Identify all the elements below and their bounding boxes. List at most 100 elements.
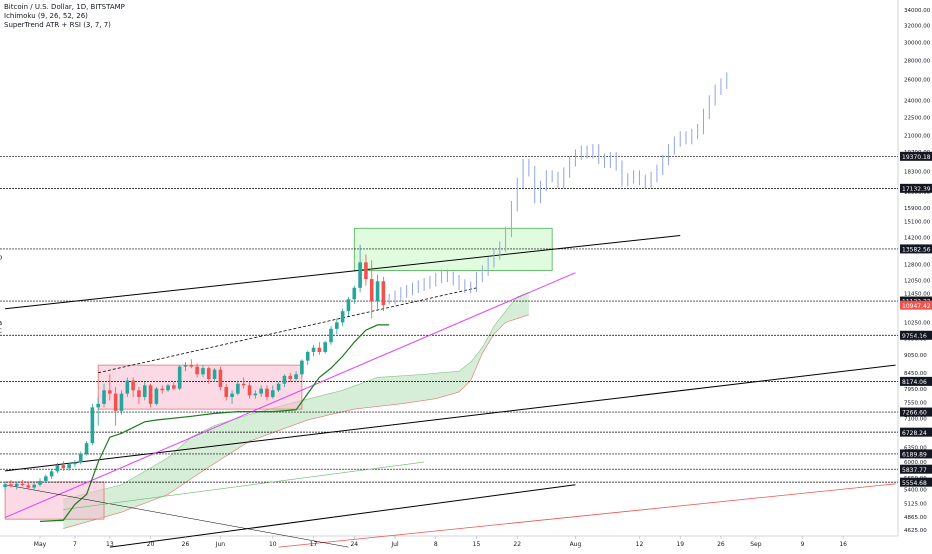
y-tick-label: 7550.00 [904, 400, 927, 406]
level-label: 5837.77 [902, 467, 927, 474]
y-tick-label: 22500.00 [904, 115, 931, 121]
candle-body[interactable] [148, 385, 153, 404]
candle-body[interactable] [3, 484, 7, 488]
candle-body[interactable] [142, 385, 147, 397]
candle-body[interactable] [294, 374, 298, 379]
candle-body[interactable] [119, 393, 124, 411]
candle-body[interactable] [61, 465, 66, 469]
x-tick-label: Jun [215, 541, 226, 548]
candle-body[interactable] [96, 403, 100, 408]
candle-body[interactable] [352, 287, 357, 300]
candle-body[interactable] [102, 390, 106, 404]
candle-body[interactable] [44, 476, 48, 481]
candle-body[interactable] [183, 365, 188, 367]
level-label: 19370.18 [902, 154, 931, 161]
level-label-bg [900, 244, 932, 254]
y-tick-label: 28000.00 [904, 58, 931, 64]
candle-body[interactable] [201, 368, 205, 375]
candle-body[interactable] [206, 368, 211, 379]
trendline[interactable] [4, 272, 576, 519]
candle-body[interactable] [271, 390, 275, 397]
candle-body[interactable] [177, 366, 182, 389]
candle-body[interactable] [305, 351, 310, 361]
y-tick-label: 6350.00 [904, 445, 927, 451]
trendline[interactable] [109, 484, 576, 548]
candle-body[interactable] [381, 281, 386, 306]
candle-body[interactable] [212, 369, 217, 379]
zone-box-2[interactable] [353, 227, 553, 271]
x-tick-label: 20 [147, 541, 155, 548]
candle-body[interactable] [172, 385, 176, 389]
candle-body[interactable] [55, 465, 60, 472]
candle-body[interactable] [241, 383, 246, 386]
level-label-bg [900, 330, 932, 340]
cloud-span-a [63, 292, 529, 500]
level-label-bg [900, 449, 932, 459]
candle-body[interactable] [247, 385, 252, 396]
candle-body[interactable] [346, 299, 351, 312]
trendline[interactable] [5, 234, 681, 310]
candle-body[interactable] [154, 388, 159, 404]
candle-body[interactable] [108, 390, 112, 394]
candle-body[interactable] [300, 360, 304, 375]
x-tick-label: 12 [636, 541, 644, 548]
candle-body[interactable] [259, 388, 263, 394]
candle-body[interactable] [195, 366, 199, 375]
level-label: 6728.24 [902, 430, 927, 437]
candle-body[interactable] [253, 393, 258, 396]
candle-body[interactable] [265, 388, 269, 397]
x-tick-label: 16 [839, 541, 847, 548]
candle-body[interactable] [125, 380, 130, 394]
trendline[interactable] [5, 364, 896, 472]
candle-body[interactable] [230, 393, 234, 397]
candle-body[interactable] [311, 347, 316, 352]
candle-body[interactable] [358, 262, 362, 288]
candle-body[interactable] [166, 385, 170, 391]
x-tick-label: 17 [310, 541, 318, 548]
candle-body[interactable] [78, 453, 83, 463]
candle-body[interactable] [131, 380, 135, 391]
candle-body[interactable] [288, 375, 293, 379]
candle-body[interactable] [189, 365, 194, 367]
candle-body[interactable] [282, 375, 287, 384]
x-tick-label: 26 [182, 541, 190, 548]
trendline[interactable] [63, 461, 425, 510]
candle-body[interactable] [364, 262, 368, 280]
level-label-bg [900, 477, 932, 487]
candle-body[interactable] [218, 369, 223, 387]
x-tick-label: 26 [717, 541, 725, 548]
y-tick-label: 15100.00 [904, 219, 931, 225]
candle-body[interactable] [160, 388, 165, 391]
candle-body[interactable] [9, 484, 13, 487]
candle-body[interactable] [137, 390, 141, 397]
candle-body[interactable] [67, 464, 71, 469]
candle-body[interactable] [32, 484, 36, 488]
candle-body[interactable] [323, 342, 327, 352]
candle-body[interactable] [276, 383, 281, 391]
candle-body[interactable] [26, 485, 31, 488]
candle-body[interactable] [340, 311, 345, 323]
candle-body[interactable] [38, 480, 42, 485]
candle-body[interactable] [224, 386, 229, 397]
candle-body[interactable] [113, 393, 118, 411]
candle-body[interactable] [329, 328, 333, 343]
candle-body[interactable] [317, 347, 322, 352]
supertrend-line [39, 324, 390, 522]
candle-body[interactable] [14, 483, 19, 487]
candle-body[interactable] [49, 471, 54, 477]
candle-body[interactable] [335, 322, 339, 329]
candle-body[interactable] [375, 281, 380, 302]
wave-label: a [0, 319, 2, 327]
candle-body[interactable] [20, 483, 25, 486]
candle-body[interactable] [369, 279, 374, 302]
x-tick-label: 19 [676, 541, 684, 548]
candle-body[interactable] [236, 383, 240, 394]
zone-box-0[interactable] [4, 481, 105, 520]
candle-body[interactable] [90, 407, 95, 444]
trendline[interactable] [278, 483, 896, 548]
candle-body[interactable] [84, 443, 89, 454]
candle-body[interactable] [73, 462, 77, 465]
trendline[interactable] [5, 484, 349, 548]
